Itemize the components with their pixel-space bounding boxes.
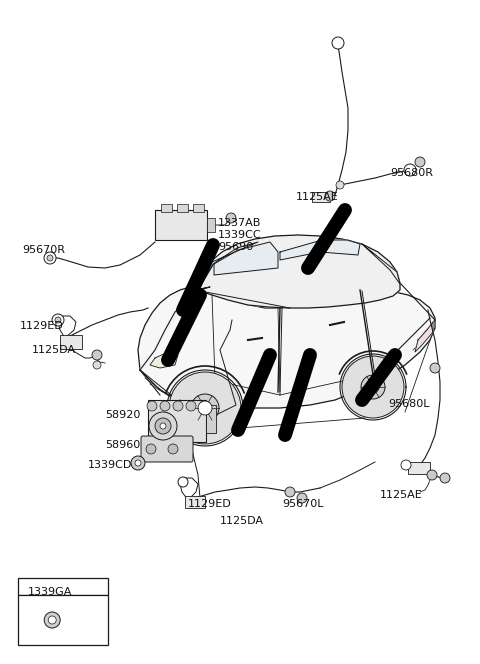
Circle shape: [367, 381, 379, 393]
Circle shape: [342, 356, 404, 418]
Circle shape: [332, 37, 344, 49]
Circle shape: [325, 191, 335, 201]
Circle shape: [173, 401, 183, 411]
Polygon shape: [195, 235, 400, 308]
Circle shape: [52, 314, 64, 326]
Bar: [177, 204, 188, 212]
Circle shape: [131, 456, 145, 470]
Text: 95690: 95690: [218, 242, 253, 252]
Polygon shape: [150, 352, 178, 368]
Circle shape: [178, 477, 188, 487]
Text: 95680R: 95680R: [390, 168, 433, 178]
Polygon shape: [140, 287, 210, 370]
Text: 1339CD: 1339CD: [88, 460, 132, 470]
Bar: [408, 462, 430, 474]
Text: 1339CC: 1339CC: [218, 230, 262, 240]
Circle shape: [430, 363, 440, 373]
Circle shape: [198, 401, 212, 415]
Circle shape: [160, 423, 166, 429]
FancyBboxPatch shape: [141, 436, 193, 462]
Polygon shape: [197, 242, 258, 291]
Circle shape: [47, 255, 53, 261]
Text: 58960: 58960: [105, 440, 140, 450]
Bar: [312, 192, 330, 202]
Circle shape: [226, 213, 236, 223]
Circle shape: [168, 444, 178, 454]
Polygon shape: [362, 244, 400, 284]
Polygon shape: [415, 322, 433, 352]
Circle shape: [427, 470, 437, 480]
Circle shape: [147, 401, 157, 411]
Bar: [206, 405, 216, 433]
Circle shape: [146, 444, 156, 454]
Circle shape: [415, 157, 425, 167]
Bar: [193, 204, 204, 212]
Bar: [155, 210, 207, 240]
Circle shape: [169, 372, 241, 444]
Text: 58920: 58920: [105, 410, 140, 420]
Text: 1125DA: 1125DA: [220, 516, 264, 526]
Text: 95680L: 95680L: [388, 399, 430, 409]
Circle shape: [336, 181, 344, 189]
Circle shape: [285, 487, 295, 497]
Circle shape: [48, 616, 56, 624]
Circle shape: [55, 317, 61, 323]
Circle shape: [44, 252, 56, 264]
Text: 95670R: 95670R: [22, 245, 65, 255]
Circle shape: [44, 612, 60, 628]
Circle shape: [440, 473, 450, 483]
Bar: [148, 400, 206, 442]
Polygon shape: [214, 242, 278, 275]
Polygon shape: [138, 287, 435, 408]
Bar: [18, 578, 108, 595]
Text: 95670L: 95670L: [282, 499, 324, 509]
Circle shape: [404, 164, 416, 176]
Bar: [161, 204, 172, 212]
Bar: [60, 335, 82, 349]
Bar: [185, 496, 205, 508]
Text: 1129ED: 1129ED: [188, 499, 232, 509]
Circle shape: [401, 460, 411, 470]
Circle shape: [135, 460, 141, 466]
Circle shape: [160, 401, 170, 411]
Text: 1125DA: 1125DA: [32, 345, 76, 355]
Circle shape: [297, 493, 307, 503]
Circle shape: [155, 418, 171, 434]
Text: 1125AE: 1125AE: [380, 490, 423, 500]
Text: 1339GA: 1339GA: [28, 587, 72, 597]
Circle shape: [93, 361, 101, 369]
Polygon shape: [280, 240, 360, 260]
Circle shape: [191, 394, 219, 422]
Text: 1125AE: 1125AE: [296, 192, 339, 202]
Text: 1129ED: 1129ED: [20, 321, 64, 331]
Circle shape: [361, 375, 385, 399]
Bar: [207, 218, 215, 232]
Circle shape: [92, 350, 102, 360]
Circle shape: [149, 412, 177, 440]
Text: 1337AB: 1337AB: [218, 218, 262, 228]
Polygon shape: [178, 302, 196, 314]
Circle shape: [186, 401, 196, 411]
Bar: [18, 595, 108, 645]
